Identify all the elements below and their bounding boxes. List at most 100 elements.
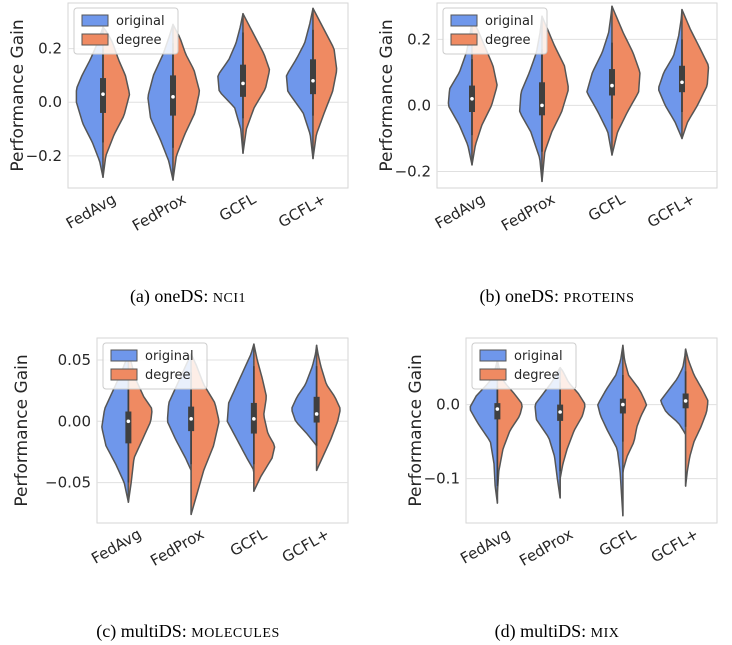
violin-gcfl xyxy=(226,343,276,492)
median-dot xyxy=(683,399,688,403)
violin-half-original xyxy=(285,7,314,160)
y-tick-label: −0.1 xyxy=(424,470,460,488)
x-tick-label: GCFL+ xyxy=(644,190,698,231)
violin-half-original xyxy=(217,12,244,154)
x-tick-label: FedAvg xyxy=(63,190,119,233)
x-tick-label: GCFL xyxy=(216,190,259,225)
iqr-box xyxy=(240,64,246,97)
violin-half-degree xyxy=(253,343,276,492)
x-tick-label: GCFL xyxy=(227,525,270,560)
median-dot xyxy=(126,419,131,424)
violin-gcfl-plus xyxy=(285,7,338,160)
legend-swatch-original xyxy=(81,14,109,27)
violin-gcfl xyxy=(597,344,648,517)
legend-label-original: original xyxy=(514,349,563,364)
legend-swatch-degree xyxy=(110,368,138,381)
caption-d: (d) multiDS: MIX xyxy=(495,621,620,642)
x-tick-label: GCFL+ xyxy=(275,190,329,231)
legend-label-degree: degree xyxy=(514,368,560,383)
x-tick-label: FedProx xyxy=(129,190,189,235)
caption-a: (a) oneDS: NCI1 xyxy=(130,286,246,307)
x-tick-label: GCFL xyxy=(596,525,639,560)
x-tick-label: FedProx xyxy=(516,525,576,570)
violin-half-degree xyxy=(684,348,709,487)
violin-half-original xyxy=(657,8,683,140)
x-tick-label: FedAvg xyxy=(457,525,513,568)
y-tick-label: 0.2 xyxy=(407,30,431,48)
y-axis-label: Performance Gain xyxy=(377,19,397,171)
legend-swatch-original xyxy=(450,14,478,27)
y-tick-label: −0.05 xyxy=(45,474,91,492)
panel-d-mix: −0.1 0.0 Performance Gain FedAvg FedProx GCFL… xyxy=(406,337,718,570)
violin-gcfl xyxy=(586,5,641,156)
legend-label-degree: degree xyxy=(485,33,531,48)
iqr-box xyxy=(494,403,501,420)
y-tick-label: −0.2 xyxy=(395,162,431,180)
iqr-box xyxy=(539,82,545,116)
median-dot xyxy=(241,81,245,86)
violin-half-degree xyxy=(681,8,710,140)
iqr-box xyxy=(310,59,316,95)
median-dot xyxy=(189,417,193,421)
violin-gcfl-plus xyxy=(291,344,341,472)
median-dot xyxy=(252,417,256,421)
legend-swatch-degree xyxy=(450,33,478,46)
x-tick-label: FedAvg xyxy=(88,525,144,568)
violin-fedprox xyxy=(518,15,569,183)
legend: original degree xyxy=(73,7,179,55)
legend-label-degree: degree xyxy=(145,368,191,383)
violin-half-degree xyxy=(315,344,341,472)
y-tick-label: 0.0 xyxy=(436,396,460,414)
violin-gcfl-plus xyxy=(660,348,709,487)
panel-c-molecules: −0.05 0.00 0.05 Performance Gain FedAvg FedPr… xyxy=(12,337,349,570)
iqr-box xyxy=(609,69,615,96)
legend: original degree xyxy=(442,7,548,55)
median-dot xyxy=(101,92,105,96)
median-dot xyxy=(171,95,175,99)
median-dot xyxy=(540,103,544,108)
panel-a-ncI1: −0.2 0.0 0.2 Performance Gain FedAvg FedProx G… xyxy=(8,2,349,235)
median-dot xyxy=(558,410,562,414)
legend-label-original: original xyxy=(485,14,534,29)
x-tick-label: GCFL xyxy=(585,190,628,225)
legend: original degree xyxy=(471,342,577,390)
iqr-box xyxy=(125,411,132,444)
y-axis-label: Performance Gain xyxy=(406,354,426,506)
legend-swatch-original xyxy=(479,349,507,362)
violin-gcfl xyxy=(217,12,271,154)
y-axis-label: Performance Gain xyxy=(12,354,32,506)
median-dot xyxy=(621,402,625,407)
legend-label-original: original xyxy=(116,14,165,29)
y-tick-label: 0.05 xyxy=(58,351,91,369)
violin-half-degree xyxy=(611,5,641,156)
violin-half-degree xyxy=(172,23,201,181)
caption-c: (c) multiDS: MOLECULES xyxy=(96,621,280,642)
violin-half-original xyxy=(226,343,255,492)
legend-label-degree: degree xyxy=(116,33,162,48)
y-tick-label: −0.2 xyxy=(26,147,62,165)
median-dot xyxy=(680,80,684,85)
violin-half-degree xyxy=(312,7,338,160)
y-axis-label: Performance Gain xyxy=(8,19,28,171)
violin-half-degree xyxy=(622,344,648,517)
panel-b-proteins: −0.2 0.0 0.2 Performance Gain FedAvg FedProx G… xyxy=(377,2,718,235)
y-tick-label: 0.0 xyxy=(38,93,62,111)
median-dot xyxy=(495,407,500,411)
legend: original degree xyxy=(102,342,208,390)
x-tick-label: FedAvg xyxy=(432,190,488,233)
median-dot xyxy=(314,412,319,416)
iqr-box xyxy=(679,65,685,93)
y-tick-label: 0.2 xyxy=(38,40,62,58)
violin-half-original xyxy=(586,5,613,156)
y-tick-label: 0.0 xyxy=(407,96,431,114)
x-tick-label: FedProx xyxy=(147,525,207,570)
legend-swatch-original xyxy=(110,349,138,362)
median-dot xyxy=(311,78,315,83)
caption-b: (b) oneDS: PROTEINS xyxy=(480,286,635,307)
x-tick-label: FedProx xyxy=(498,190,558,235)
violin-half-degree xyxy=(541,15,569,183)
x-tick-label: GCFL+ xyxy=(279,525,333,566)
legend-swatch-degree xyxy=(81,33,109,46)
violin-fedprox xyxy=(147,23,201,181)
